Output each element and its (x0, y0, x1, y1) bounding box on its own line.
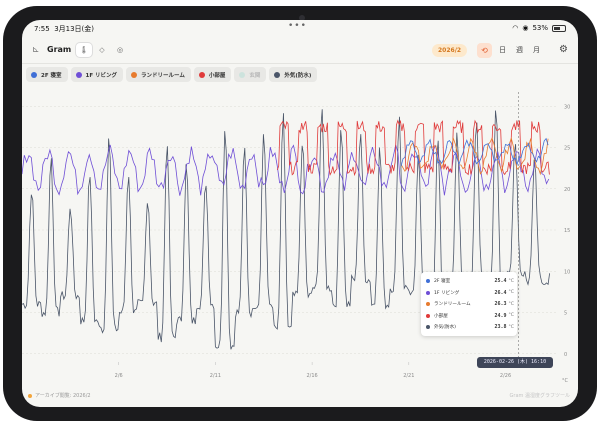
camera (299, 15, 305, 21)
tooltip-value: 26.4 (494, 289, 507, 296)
history-button[interactable]: ⟲ (477, 43, 492, 58)
discomfort-index-icon[interactable]: ◎ (116, 46, 124, 54)
x-tick-label: 2/11 (210, 373, 221, 379)
tooltip-value: 24.9 (494, 312, 507, 319)
app-screen: 7:55 3月13日(金) ••• ◠ ◉ 53% ⊾ Gram 🌡︎ ◇ ◎ … (22, 20, 578, 407)
brand-text: Gram 温湿度グラフツール (509, 393, 570, 399)
tooltip-unit: °C (508, 324, 514, 330)
legend-label: 1F リビング (85, 72, 118, 79)
legend-item-small-room[interactable]: 小部屋 (193, 67, 232, 82)
archive-note-text: アーカイブ閲覧: 2026/2 (35, 393, 91, 399)
legend-label: ランドリールーム (141, 72, 185, 79)
chart-app-icon: ⊾ (32, 45, 40, 55)
tooltip-row: 2F 寝室 25.4 °C (426, 277, 514, 285)
legend-item-outdoor[interactable]: 外気(防水) (269, 67, 318, 82)
archive-month-label: 2026/2 (438, 47, 462, 54)
thermometer-icon[interactable]: 🌡︎ (76, 43, 92, 57)
legend-label: 2F 寝室 (41, 72, 62, 79)
multitask-dots-icon[interactable]: ••• (288, 21, 307, 31)
legend-dot-icon (274, 71, 281, 78)
tooltip-row: 外気(防水) 23.8 °C (426, 323, 514, 331)
y-tick-label: 0 (564, 352, 567, 358)
x-tick-label: 2/26 (500, 373, 511, 379)
status-bar: 7:55 3月13日(金) ••• ◠ ◉ 53% (22, 20, 578, 36)
status-date: 3月13日(金) (54, 25, 95, 33)
legend-label: 外気(防水) (284, 72, 312, 79)
y-tick-label: 20 (564, 187, 570, 193)
x-tick-label: 2/16 (306, 373, 317, 379)
tooltip-series-name: 1F リビング (434, 290, 460, 296)
tooltip-dot-icon (426, 290, 430, 295)
y-tick-label: 30 (564, 104, 570, 110)
legend-dot-icon (131, 71, 137, 78)
tooltip-dot-icon (426, 279, 430, 283)
alarm-icon: ◉ (522, 24, 529, 32)
tooltip-value: 25.4 (494, 278, 507, 284)
tooltip-series-name: 外気(防水) (434, 325, 456, 330)
tooltip-card: 2F 寝室 25.4 °C 1F リビング 26.4 °C ランドリールーム 26.3 °C 小部… (421, 272, 517, 336)
y-tick-label: 15 (564, 228, 570, 234)
view-month-button[interactable]: 月 (533, 46, 540, 54)
archive-month-badge[interactable]: 2026/2 (432, 44, 468, 57)
tooltip-series-name: ランドリールーム (434, 302, 471, 307)
tooltip-unit: °C (508, 278, 514, 284)
series-laundry-line (400, 136, 549, 176)
y-tick-label: 10 (564, 269, 570, 275)
period-switcher: 日 週 月 (498, 45, 541, 55)
tooltip-unit: °C (508, 301, 514, 307)
tooltip-unit: °C (508, 290, 514, 295)
legend-item-entrance[interactable]: 玄関 (234, 67, 267, 82)
legend-dot-icon (75, 71, 82, 78)
view-week-button[interactable]: 週 (516, 46, 523, 54)
series-small-room-line (276, 119, 550, 177)
y-tick-label: 5 (564, 311, 567, 317)
app-title: Gram (47, 45, 72, 54)
gear-icon[interactable]: ⚙ (559, 44, 568, 55)
legend-item-laundry[interactable]: ランドリールーム (126, 67, 191, 82)
legend-item-living[interactable]: 1F リビング (70, 67, 123, 82)
y-tick-label: 25 (564, 146, 570, 152)
legend-item-bedroom[interactable]: 2F 寝室 (26, 67, 68, 82)
wifi-icon: ◠ (512, 24, 519, 32)
view-day-button[interactable]: 日 (499, 46, 506, 54)
series-legend: 2F 寝室 1F リビング ランドリールーム 小部屋 玄関 外気(防水) (26, 67, 318, 82)
tablet-frame: 7:55 3月13日(金) ••• ◠ ◉ 53% ⊾ Gram 🌡︎ ◇ ◎ … (3, 6, 597, 421)
tooltip-value: 26.3 (494, 301, 507, 307)
tooltip-unit: °C (508, 313, 514, 318)
legend-dot-icon (239, 71, 246, 78)
humidity-drop-icon[interactable]: ◇ (99, 46, 105, 54)
tooltip-dot-icon (426, 302, 430, 306)
legend-label: 小部屋 (208, 72, 226, 79)
legend-dot-icon (198, 71, 205, 78)
tooltip-series-name: 小部屋 (434, 313, 448, 319)
series-bedroom-line (400, 137, 549, 167)
x-tick-label: 2/6 (115, 373, 123, 379)
status-time: 7:55 3月13日(金) (34, 25, 95, 33)
history-clock-icon: ⟲ (481, 46, 488, 55)
tooltip-row: ランドリールーム 26.3 °C (426, 300, 514, 308)
legend-label: 玄関 (249, 72, 261, 79)
tooltip-row: 1F リビング 26.4 °C (426, 289, 514, 297)
x-tick-label: 2/21 (403, 373, 414, 379)
battery-icon (552, 24, 566, 32)
temperature-chart[interactable]: 0 5 10 15 20 25 30 °C 2/6 2/11 2/16 2/21 2/26 (22, 86, 578, 390)
legend-dot-icon (31, 71, 37, 78)
tooltip-dot-icon (426, 325, 430, 329)
y-unit-label: °C (562, 378, 569, 384)
tooltip-row: 小部屋 24.9 °C (426, 312, 514, 320)
sensor-tool-group: 🌡︎ ◇ ◎ (76, 43, 128, 57)
tooltip-series-name: 2F 寝室 (434, 279, 451, 284)
app-toolbar: ⊾ Gram 🌡︎ ◇ ◎ 2026/2 ⟲ 日 週 月 ⚙ (22, 40, 578, 62)
toolbar-divider (22, 63, 578, 64)
series-living-line (22, 144, 550, 196)
battery-percent: 53% (532, 24, 548, 32)
archive-note: アーカイブ閲覧: 2026/2 (28, 392, 91, 399)
archive-dot-icon (28, 393, 32, 398)
status-indicators: ◠ ◉ 53% (512, 24, 566, 32)
cursor-time-badge: 2026-02-26 (木) 16:10 (477, 357, 553, 368)
tooltip-value: 23.8 (494, 324, 507, 330)
tooltip-dot-icon (426, 313, 430, 318)
